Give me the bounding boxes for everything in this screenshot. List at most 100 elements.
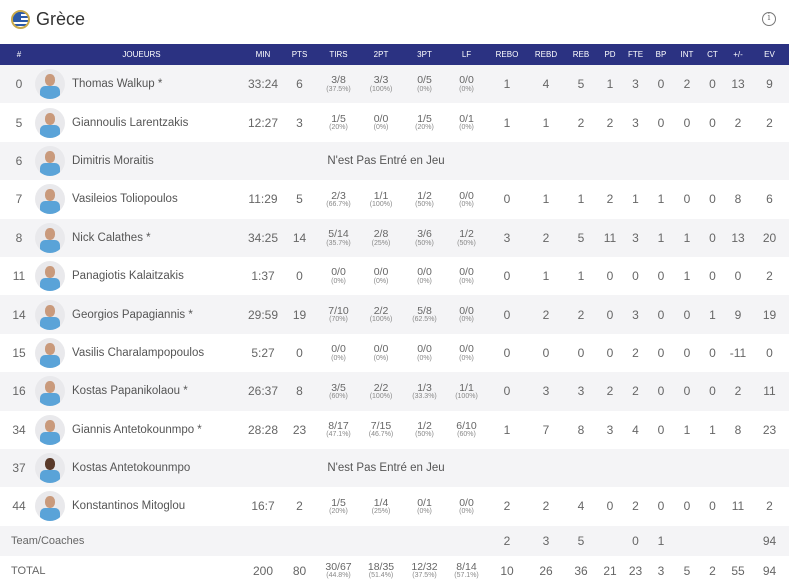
stat-ct: 0 xyxy=(709,115,716,130)
player-name[interactable]: Konstantinos Mitoglou xyxy=(72,500,186,513)
p2-cell: 0/0 (0%) xyxy=(359,267,403,285)
stat-rebd: 26 xyxy=(539,563,553,578)
player-row[interactable]: 5 Giannoulis Larentzakis 12:27 3 1/5 (20%) 0/0… xyxy=(0,103,789,141)
column-header[interactable]: REBD xyxy=(534,50,558,59)
player-row[interactable]: 16 Kostas Papanikolaou * 26:37 8 3/5 (60%) 2/2… xyxy=(0,372,789,411)
greece-flag-icon xyxy=(11,10,30,29)
player-avatar xyxy=(35,261,65,292)
player-number: 15 xyxy=(12,345,26,360)
player-name[interactable]: Vasilis Charalampopoulos xyxy=(72,346,205,359)
column-header[interactable]: JOUEURS xyxy=(122,50,161,59)
tirs-cell: 8/17 (47.1%) xyxy=(318,421,359,439)
p2-cell: 2/2 (100%) xyxy=(359,306,403,324)
lf-cell: 0/0 (0%) xyxy=(446,306,487,324)
stat-reb: 1 xyxy=(577,192,585,207)
lf-cell: 8/14 (57.1%) xyxy=(446,562,487,580)
lf-made: 1/2 xyxy=(459,228,474,240)
player-row[interactable]: 7 Vasileios Toliopoulos 11:29 5 2/3 (66.7%) 1/… xyxy=(0,180,789,218)
column-header[interactable]: REBO xyxy=(495,50,519,59)
player-avatar xyxy=(35,69,65,100)
p2-cell: 2/2 (100%) xyxy=(359,383,403,401)
column-header[interactable]: REB xyxy=(572,50,590,59)
player-name[interactable]: Thomas Walkup * xyxy=(72,78,163,91)
p3-pct: (0%) xyxy=(417,277,432,285)
player-name[interactable]: Panagiotis Kalaitzakis xyxy=(72,270,184,283)
did-not-play-label: N'est Pas Entré en Jeu xyxy=(327,462,445,475)
p2-pct: (51.4%) xyxy=(368,572,394,580)
stat-reb: 1 xyxy=(577,269,585,284)
player-row[interactable]: 14 Georgios Papagiannis * 29:59 19 7/10 (70%)… xyxy=(0,295,789,334)
column-header[interactable]: PD xyxy=(604,50,616,59)
player-name[interactable]: Georgios Papagiannis * xyxy=(72,308,193,321)
column-header[interactable]: BP xyxy=(655,50,667,59)
p2-cell: 0/0 (0%) xyxy=(359,114,403,132)
player-row[interactable]: 0 Thomas Walkup * 33:24 6 3/8 (37.5%) 3/3 (100%… xyxy=(0,65,789,104)
column-header[interactable]: 3PT xyxy=(417,50,432,59)
player-name[interactable]: Dimitris Moraitis xyxy=(72,154,154,167)
tirs-cell: 30/67 (44.8%) xyxy=(318,562,359,580)
stat-bp: 0 xyxy=(657,115,665,130)
stat-ev: 94 xyxy=(762,533,777,548)
lf-made: 0/0 xyxy=(459,304,474,317)
stat-plus-minus: 8 xyxy=(734,422,742,437)
tirs-pct: (66.7%) xyxy=(326,201,351,209)
player-row[interactable]: 8 Nick Calathes * 34:25 14 5/14 (35.7%) 2/8 (25… xyxy=(0,218,789,257)
column-header[interactable]: FTE xyxy=(627,50,644,59)
player-name[interactable]: Kostas Papanikolaou * xyxy=(72,385,188,398)
p2-cell: 1/1 (100%) xyxy=(359,191,403,209)
stat-min: 29:59 xyxy=(247,307,279,322)
stat-pts: 6 xyxy=(296,77,303,92)
column-header[interactable]: 2PT xyxy=(373,50,389,59)
p3-cell: 1/5 (20%) xyxy=(403,114,446,132)
stat-min: 28:28 xyxy=(247,422,279,437)
p3-made: 0/0 xyxy=(417,266,432,279)
p3-made: 0/5 xyxy=(417,74,432,87)
stat-rebd: 2 xyxy=(542,499,550,514)
info-icon[interactable]: i xyxy=(762,12,776,26)
column-header[interactable]: TIRS xyxy=(329,50,348,59)
stat-fte: 0 xyxy=(632,533,639,548)
p2-made: 2/2 xyxy=(373,304,389,317)
player-row[interactable]: 11 Panagiotis Kalaitzakis 1:37 0 0/0 (0%) 0/0(… xyxy=(0,257,789,295)
player-row[interactable]: 37 Kostas Antetokounmpo N'est Pas Entré en… xyxy=(0,448,789,488)
lf-pct: (0%) xyxy=(459,508,474,516)
column-header[interactable]: PTS xyxy=(291,50,308,59)
column-header[interactable]: CT xyxy=(707,50,718,59)
stat-ct: 0 xyxy=(709,230,716,245)
player-name[interactable]: Giannoulis Larentzakis xyxy=(72,116,189,129)
lf-cell: 0/0 (0%) xyxy=(446,75,487,93)
column-header[interactable]: MIN xyxy=(255,50,271,59)
column-header[interactable]: INT xyxy=(680,50,694,59)
stat-pts: 8 xyxy=(296,384,303,399)
player-row[interactable]: 6 Dimitris Moraitis N'est Pas Entré en Jeu xyxy=(0,141,789,181)
player-name[interactable]: Giannis Antetokounmpo * xyxy=(72,423,202,436)
column-header[interactable]: LF xyxy=(461,50,472,59)
lf-cell: 0/0 (0%) xyxy=(446,191,487,209)
player-name[interactable]: Vasileios Toliopoulos xyxy=(72,193,178,206)
tirs-cell: 7/10 (70%) xyxy=(318,306,359,324)
stat-pts: 80 xyxy=(292,563,307,578)
stat-rebd: 1 xyxy=(542,192,550,207)
stat-ev: 23 xyxy=(762,422,777,437)
player-row[interactable]: 44 Konstantinos Mitoglou 16:7 2 1/5 (20%) 1/4(… xyxy=(0,487,789,525)
stat-rebd: 0 xyxy=(542,345,550,360)
player-row[interactable]: 15 Vasilis Charalampopoulos 5:27 0 0/0 (0%) 0/… xyxy=(0,334,789,372)
stat-pd: 21 xyxy=(603,563,617,578)
player-name[interactable]: Kostas Antetokounmpo xyxy=(72,462,191,475)
lf-made: 6/10 xyxy=(456,419,477,432)
p2-pct: (0%) xyxy=(373,277,389,285)
player-avatar xyxy=(35,453,65,484)
player-row[interactable]: 34 Giannis Antetokounmpo * 28:28 23 8/17 (47.… xyxy=(0,411,789,449)
column-header[interactable]: EV xyxy=(764,50,775,59)
tirs-made: 7/10 xyxy=(328,304,349,317)
p3-cell: 0/0 (0%) xyxy=(403,267,446,285)
p2-made: 2/2 xyxy=(373,381,389,394)
player-number: 5 xyxy=(15,115,23,130)
stat-ev: 2 xyxy=(766,499,773,514)
tirs-made: 1/5 xyxy=(331,112,346,125)
player-name[interactable]: Nick Calathes * xyxy=(72,231,151,244)
lf-made: 0/0 xyxy=(459,496,474,509)
column-header[interactable]: # xyxy=(16,50,22,59)
column-header[interactable]: +/- xyxy=(733,50,743,59)
player-number: 11 xyxy=(12,269,26,284)
